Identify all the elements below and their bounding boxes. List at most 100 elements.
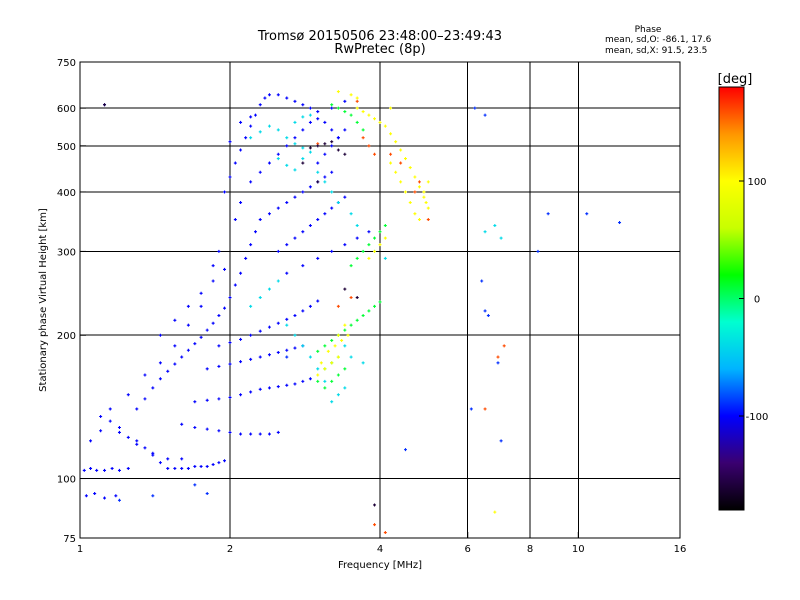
data-point <box>233 283 237 287</box>
data-point <box>276 93 280 97</box>
data-point <box>361 136 365 140</box>
data-point <box>258 103 262 107</box>
data-point <box>323 386 327 390</box>
data-point <box>308 224 312 228</box>
data-point <box>293 136 297 140</box>
data-point <box>316 144 320 148</box>
data-point <box>217 364 221 368</box>
data-point <box>308 146 312 150</box>
data-point <box>308 150 312 154</box>
y-axis-ticks: 75 100 200 300 400 500 600 750 <box>57 58 86 545</box>
data-point <box>285 323 289 327</box>
data-point <box>276 430 280 434</box>
data-point <box>180 457 184 461</box>
data-point <box>95 468 99 472</box>
data-point <box>493 224 497 228</box>
y-tick-label: 400 <box>57 188 76 199</box>
data-point <box>316 367 320 371</box>
data-point <box>316 256 320 260</box>
data-point <box>228 296 232 300</box>
data-point <box>143 373 147 377</box>
data-point <box>355 296 359 300</box>
y-tick-label: 600 <box>57 104 76 115</box>
data-point <box>117 468 121 472</box>
data-point <box>108 407 112 411</box>
data-point <box>424 201 428 205</box>
y-tick-label: 300 <box>57 247 76 258</box>
data-point <box>249 115 253 119</box>
data-point <box>389 106 393 110</box>
data-point <box>336 355 340 359</box>
data-point <box>253 113 257 117</box>
data-point <box>103 468 107 472</box>
data-point <box>84 494 88 498</box>
data-point <box>293 382 297 386</box>
x-tick-label: 1 <box>77 544 83 555</box>
data-point <box>199 335 203 339</box>
data-point <box>173 362 177 366</box>
data-point <box>323 120 327 124</box>
data-point <box>469 407 473 411</box>
data-point <box>394 170 398 174</box>
data-point <box>408 166 412 170</box>
data-point <box>276 206 280 210</box>
data-point <box>285 201 289 205</box>
data-point <box>426 218 430 222</box>
data-point <box>276 279 280 283</box>
x-tick-label: 16 <box>674 544 687 555</box>
data-point <box>151 494 155 498</box>
data-point <box>330 400 334 404</box>
chart-subtitle: RwPretec (8p) <box>334 42 425 57</box>
x-tick-label: 6 <box>465 544 471 555</box>
data-point <box>126 466 130 470</box>
data-point <box>193 483 197 487</box>
data-point <box>285 348 289 352</box>
data-point <box>258 218 262 222</box>
data-point <box>301 161 305 165</box>
data-point <box>408 201 412 205</box>
grid-lines <box>80 62 680 538</box>
data-point <box>205 492 209 496</box>
data-point <box>343 344 347 348</box>
data-point <box>330 103 334 107</box>
data-point <box>117 430 121 434</box>
data-point <box>158 377 162 381</box>
data-point <box>110 466 114 470</box>
data-point <box>267 353 271 357</box>
data-point <box>308 106 312 110</box>
data-point <box>217 249 221 253</box>
data-point <box>103 496 107 500</box>
data-point <box>316 180 320 184</box>
data-point <box>205 398 209 402</box>
data-point <box>355 256 359 260</box>
data-point <box>293 168 297 172</box>
data-point <box>158 361 162 365</box>
data-point <box>343 128 347 132</box>
data-point <box>389 132 393 136</box>
data-point <box>378 120 382 124</box>
data-point <box>258 329 262 333</box>
data-point <box>496 355 500 359</box>
data-point <box>361 128 365 132</box>
x-axis-label: Frequency [MHz] <box>338 560 422 571</box>
data-point <box>378 243 382 247</box>
data-point <box>413 212 417 216</box>
data-point <box>361 249 365 253</box>
data-point <box>355 96 359 100</box>
data-point <box>330 140 334 144</box>
data-point <box>285 163 289 167</box>
data-point <box>205 367 209 371</box>
data-point <box>285 383 289 387</box>
data-point <box>316 299 320 303</box>
data-point <box>267 124 271 128</box>
data-point <box>239 148 243 152</box>
data-point <box>346 333 350 337</box>
data-point <box>413 175 417 179</box>
data-point <box>367 144 371 148</box>
data-point <box>499 439 503 443</box>
data-point <box>173 466 177 470</box>
data-point <box>258 130 262 134</box>
data-point <box>343 99 347 103</box>
data-point <box>355 99 359 103</box>
